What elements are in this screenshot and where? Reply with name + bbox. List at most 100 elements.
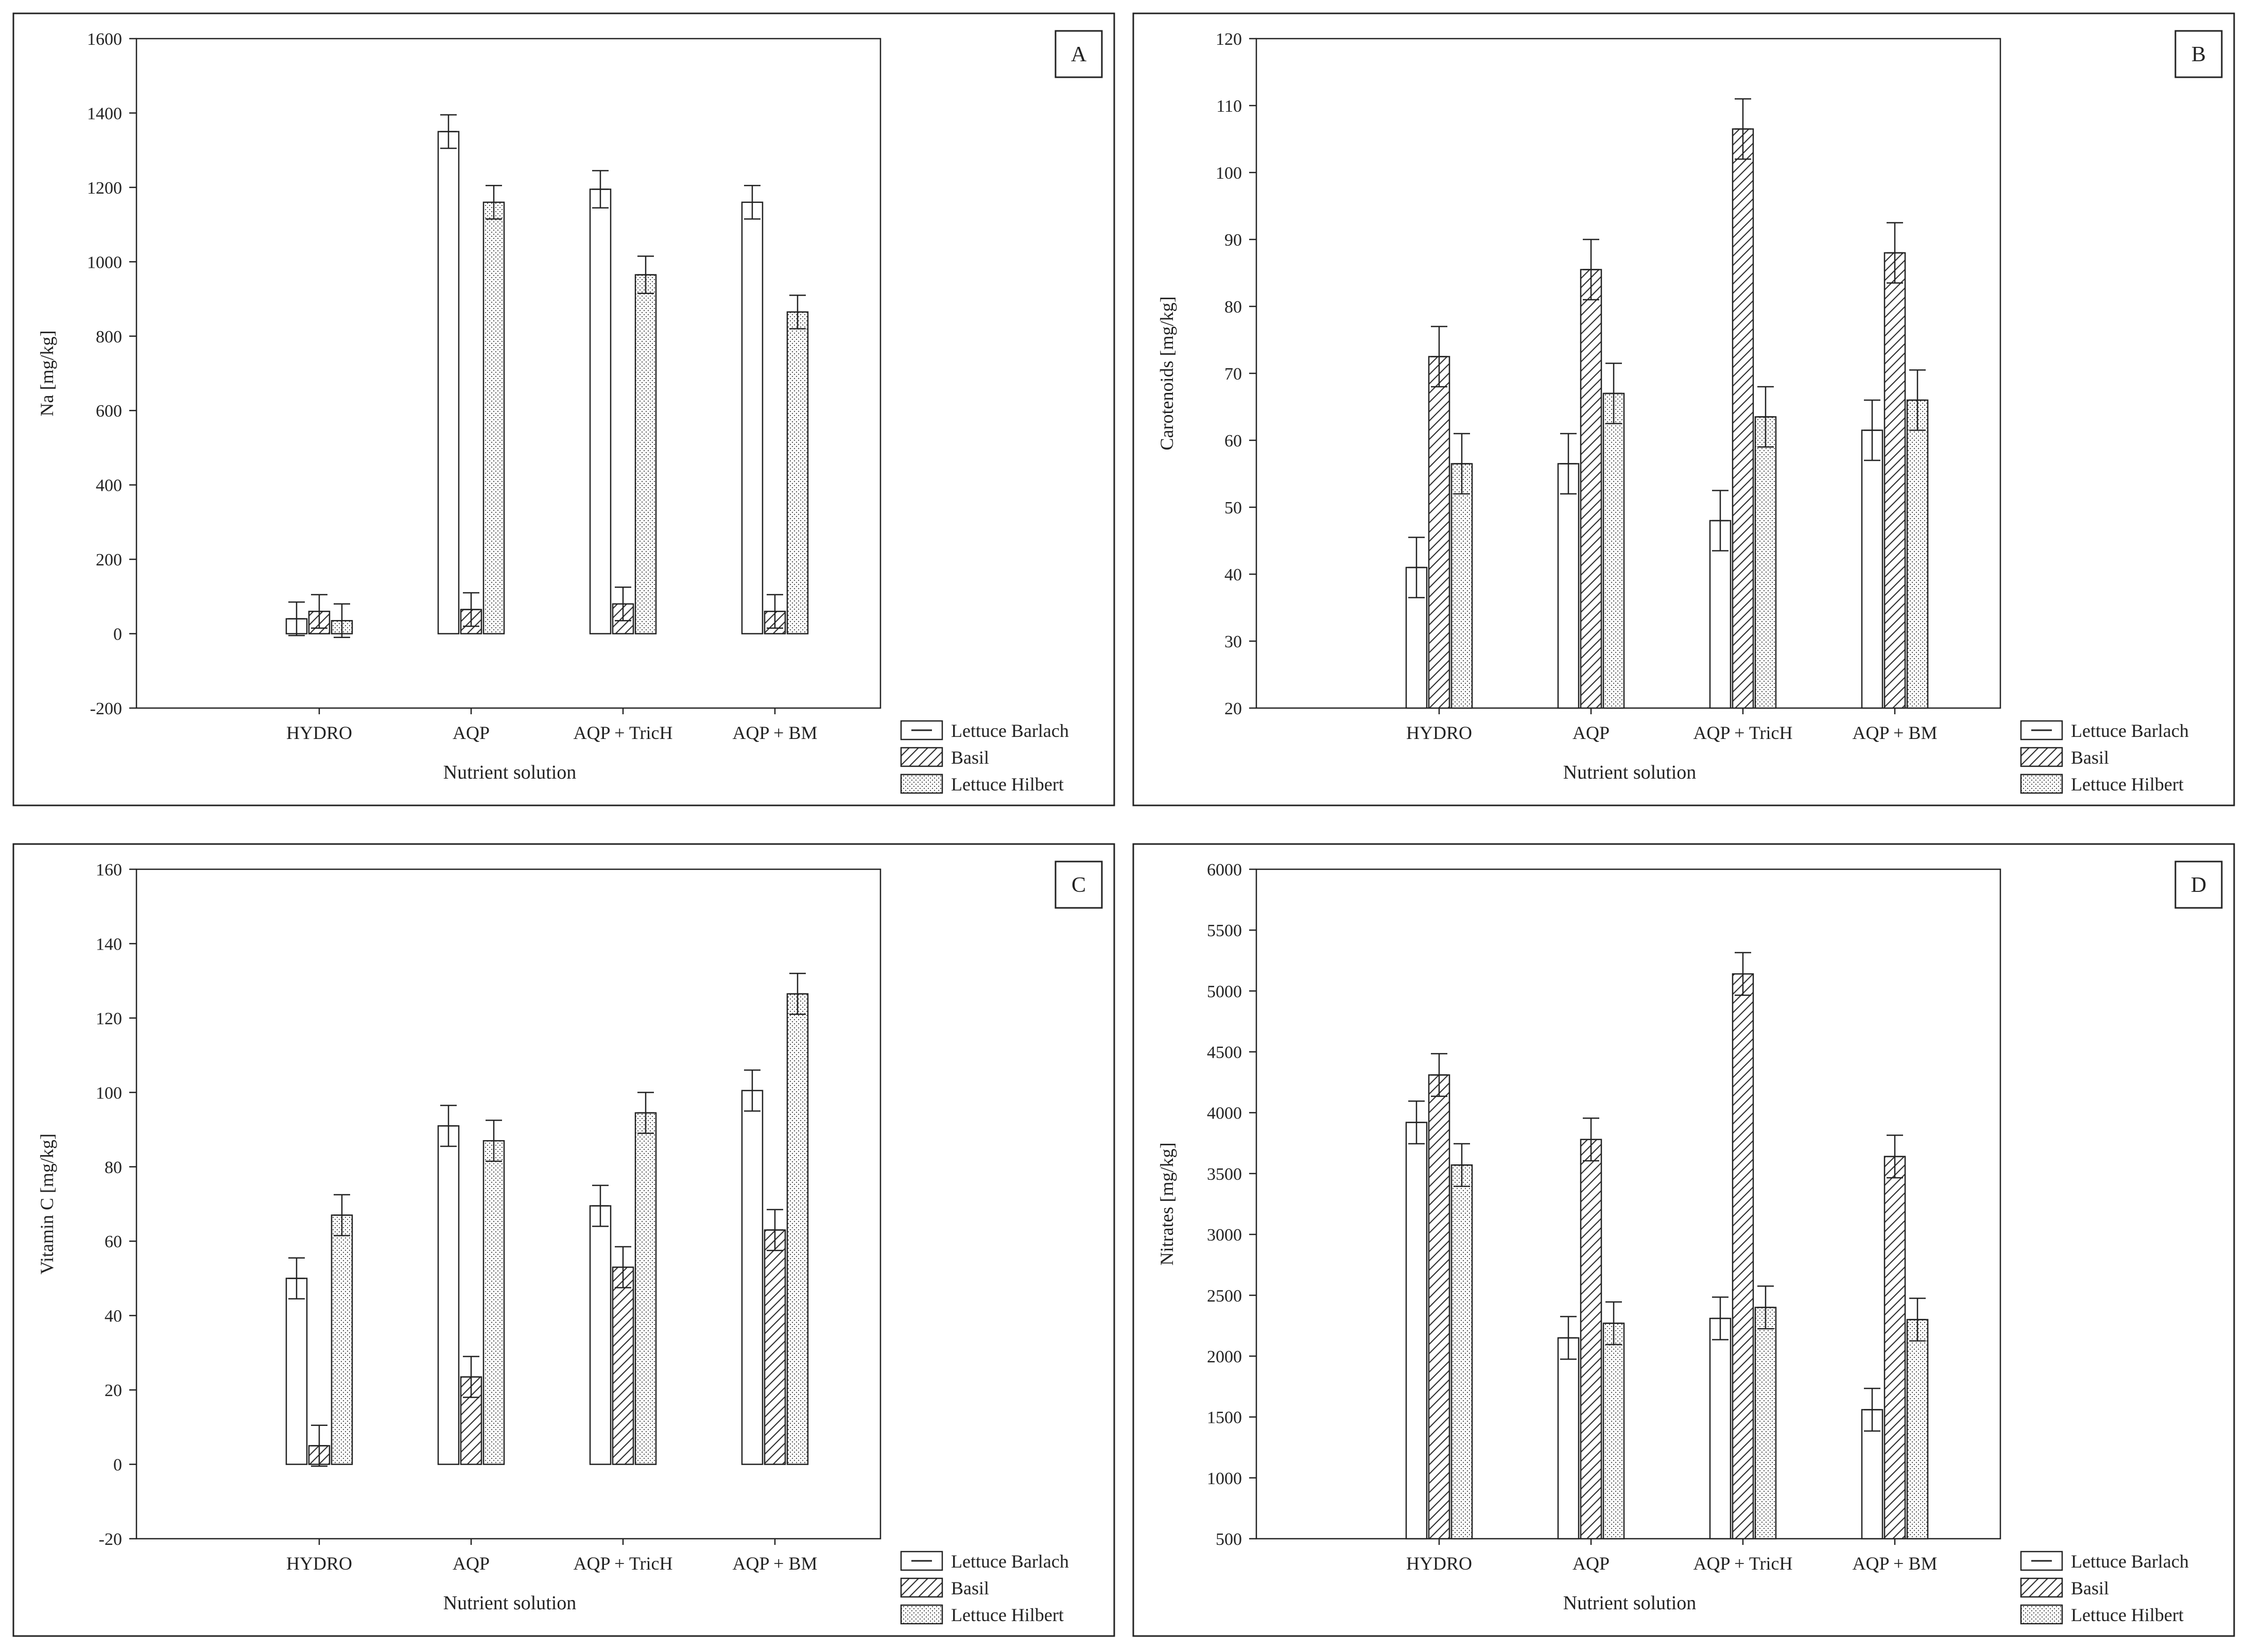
y-tick-label: 1600 (87, 30, 122, 49)
y-tick-label: 40 (105, 1307, 122, 1326)
error-bar-basil-aqp-bm (1887, 1134, 1903, 1179)
error-bar-lettuce-hilbert-hydro (334, 603, 350, 639)
bar-basil-aqp-trich (612, 1266, 634, 1465)
bar-lettuce-barlach-aqp-trich (589, 188, 612, 634)
plot-area (1255, 868, 2001, 1540)
y-tick-label: 70 (1224, 365, 1242, 384)
error-bar-lettuce-hilbert-aqp-bm (789, 295, 806, 330)
error-bar-lettuce-barlach-hydro (1408, 537, 1425, 598)
legend: Lettuce Barlach Basil Lettuce Hilbert (900, 720, 1069, 795)
panel-frame (12, 12, 1115, 806)
error-bar-lettuce-barlach-aqp-trich (1712, 490, 1729, 552)
error-bar-lettuce-hilbert-hydro (1454, 1143, 1470, 1187)
error-bar-basil-aqp-bm (767, 1209, 783, 1251)
error-bar-basil-aqp-bm (767, 594, 783, 629)
legend-label-lettuce-hilbert: Lettuce Hilbert (951, 774, 1064, 795)
y-tick-label: -200 (90, 699, 122, 718)
y-tick-label: 60 (1224, 432, 1242, 451)
y-tick-label: 600 (96, 402, 122, 421)
bar-basil-aqp-trich (1732, 128, 1754, 709)
y-tick-label: 3500 (1207, 1165, 1242, 1184)
error-bar-basil-hydro (1431, 1053, 1447, 1097)
error-bar-lettuce-barlach-aqp (1560, 1316, 1577, 1360)
y-axis-label: Nitrates [mg/kg] (1156, 1143, 1177, 1266)
x-tick-label-aqp-trich: AQP + TricH (1693, 722, 1792, 743)
y-tick-label: 5500 (1207, 921, 1242, 940)
x-tick-label-aqp-bm: AQP + BM (732, 722, 817, 743)
y-tick-label: 90 (1224, 231, 1242, 250)
x-tick-label-aqp-bm: AQP + BM (1852, 1553, 1937, 1574)
error-bar-lettuce-barlach-aqp-bm (744, 185, 760, 220)
error-bar-lettuce-barlach-aqp-bm (744, 1069, 760, 1112)
error-bar-basil-aqp-bm (1887, 222, 1903, 284)
y-tick-label: 5000 (1207, 982, 1242, 1001)
error-bar-lettuce-hilbert-aqp-trich (1757, 386, 1774, 448)
error-bar-lettuce-hilbert-aqp-bm (1909, 369, 1926, 431)
bar-lettuce-hilbert-aqp (482, 201, 505, 634)
y-axis-label: Na [mg/kg] (37, 331, 57, 417)
error-bar-lettuce-barlach-aqp (440, 114, 457, 149)
panel-frame (1132, 12, 2235, 806)
error-bar-basil-aqp-trich (1735, 98, 1751, 160)
y-tick-label: 120 (96, 1009, 122, 1028)
y-tick-label: 400 (96, 476, 122, 495)
legend-label-lettuce-barlach: Lettuce Barlach (2071, 1551, 2189, 1572)
panel-letter: D (2191, 873, 2206, 897)
y-tick-label: 100 (1216, 164, 1242, 183)
y-tick-label: -20 (99, 1530, 122, 1549)
error-bar-lettuce-hilbert-aqp-trich (1757, 1285, 1774, 1330)
bar-lettuce-barlach-aqp-trich (1709, 520, 1732, 709)
bar-lettuce-barlach-aqp-bm (741, 1090, 764, 1465)
bar-lettuce-hilbert-hydro (331, 1214, 353, 1465)
bar-lettuce-barlach-aqp-bm (1861, 429, 1883, 709)
bar-lettuce-barlach-hydro (1405, 1122, 1428, 1540)
bar-basil-aqp-bm (1883, 1156, 1906, 1540)
bar-lettuce-barlach-aqp-bm (741, 201, 764, 634)
legend: Lettuce Barlach Basil Lettuce Hilbert (2020, 1551, 2189, 1625)
x-tick-label-aqp-trich: AQP + TricH (573, 1553, 672, 1574)
bar-lettuce-hilbert-aqp-trich (634, 274, 657, 634)
error-bar-lettuce-hilbert-hydro (334, 1194, 350, 1236)
panel-letter-box (1055, 861, 1103, 909)
bar-lettuce-barlach-aqp (1557, 463, 1580, 709)
bar-lettuce-barlach-hydro (285, 1278, 308, 1465)
legend-swatch-basil (2020, 1577, 2063, 1598)
plot-area (135, 38, 881, 709)
bar-lettuce-barlach-aqp (437, 1125, 460, 1465)
error-bar-basil-aqp-trich (615, 1246, 631, 1288)
x-tick-label-hydro: HYDRO (286, 1553, 352, 1574)
error-bar-lettuce-barlach-aqp-bm (1864, 1387, 1880, 1432)
error-bar-lettuce-hilbert-hydro (1454, 433, 1470, 495)
x-axis-label: Nutrient solution (1563, 762, 1697, 783)
error-bar-basil-aqp (1583, 1117, 1599, 1162)
bar-lettuce-barlach-aqp (1557, 1337, 1580, 1540)
y-tick-label: 1200 (87, 179, 122, 198)
error-bar-lettuce-barlach-aqp-trich (592, 170, 609, 209)
y-tick-label: 110 (1216, 97, 1242, 116)
error-bar-lettuce-barlach-aqp-trich (592, 1184, 609, 1227)
chart-panel-b: 20 30 40 50 60 70 80 90 100 110 120 Carotenoids [mg… (1132, 12, 2235, 806)
bar-basil-aqp (1580, 1139, 1602, 1540)
y-tick-label: 140 (96, 935, 122, 954)
y-tick-label: 4000 (1207, 1104, 1242, 1123)
x-axis-label: Nutrient solution (1563, 1592, 1697, 1614)
x-axis-label: Nutrient solution (443, 762, 577, 783)
x-axis-label: Nutrient solution (443, 1592, 577, 1614)
panel-letter-box (2174, 861, 2223, 909)
y-tick-label: 60 (105, 1232, 122, 1251)
legend-label-lettuce-hilbert: Lettuce Hilbert (2071, 1605, 2184, 1625)
chart-panel-a: -200 0 200 400 600 800 1000 1200 1400 1600 Na [mg/… (12, 12, 1115, 806)
x-tick-label-aqp-bm: AQP + BM (1852, 722, 1937, 743)
panel-frame (12, 843, 1115, 1637)
bar-lettuce-hilbert-aqp (482, 1140, 505, 1465)
y-tick-label: 1000 (87, 253, 122, 272)
x-tick-label-aqp: AQP (453, 722, 490, 743)
legend-swatch-basil (2020, 747, 2063, 767)
error-bar-lettuce-barlach-aqp (440, 1105, 457, 1147)
x-tick-label-hydro: HYDRO (286, 722, 352, 743)
panel-letter-box (1055, 30, 1103, 78)
error-bar-lettuce-hilbert-aqp (486, 1120, 502, 1162)
error-bar-lettuce-barlach-aqp-bm (1864, 399, 1880, 461)
legend-label-lettuce-barlach: Lettuce Barlach (951, 1551, 1069, 1572)
legend-swatch-basil (900, 747, 943, 767)
